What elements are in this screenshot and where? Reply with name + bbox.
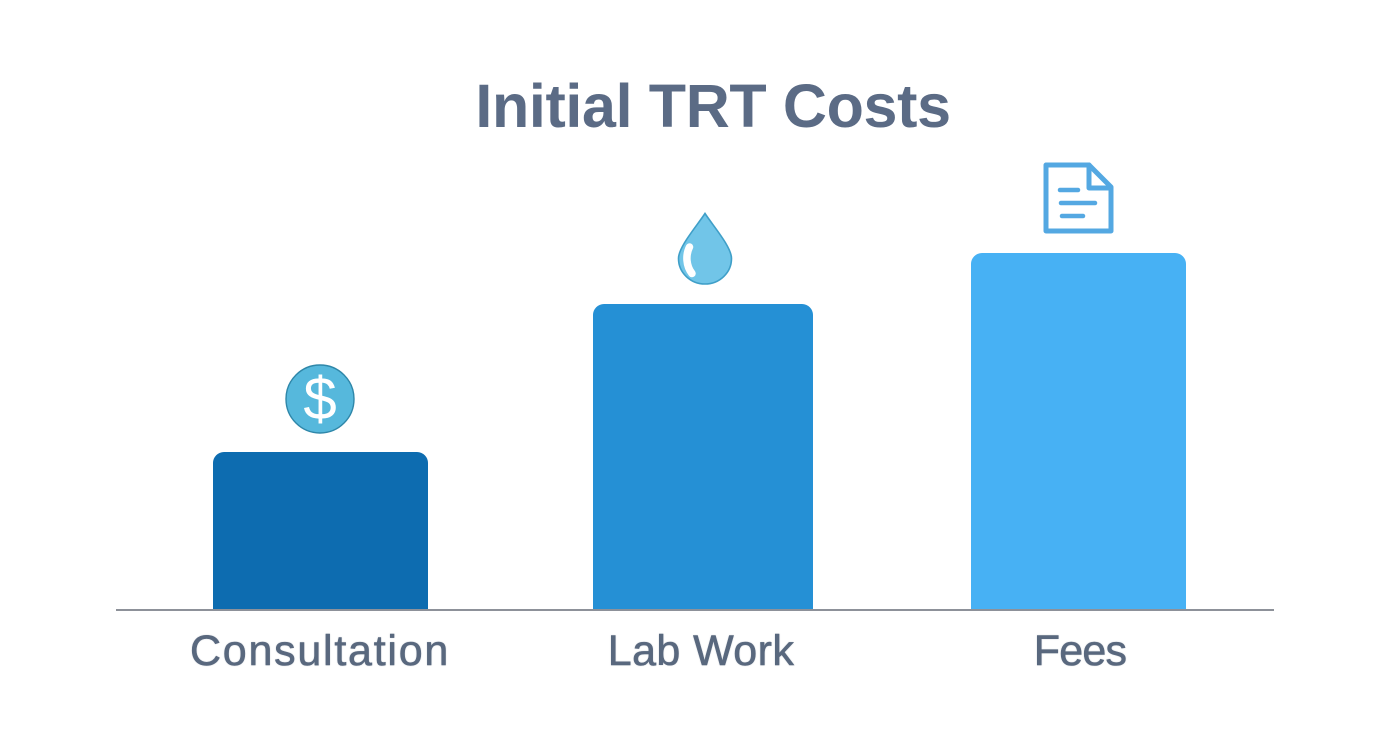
- svg-text:$: $: [303, 365, 336, 432]
